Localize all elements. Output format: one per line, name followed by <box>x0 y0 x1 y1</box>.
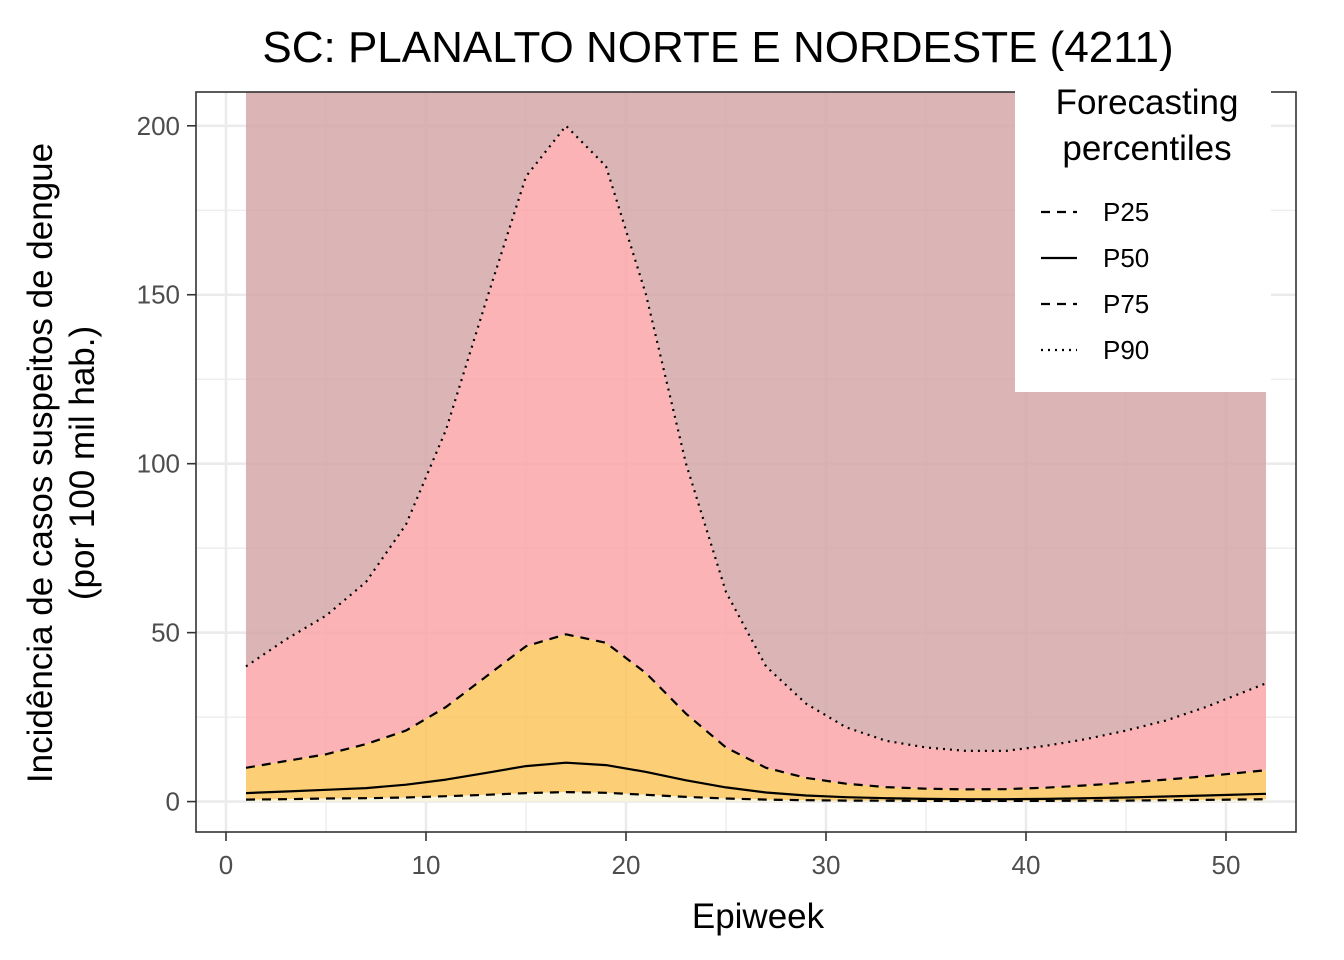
y-tick-label: 50 <box>151 618 180 648</box>
x-axis-title: Epiweek <box>692 897 825 936</box>
band-p25-p50 <box>246 762 1266 801</box>
series-line-p25 <box>245 791 1267 802</box>
x-tick-label: 40 <box>1012 850 1041 880</box>
band-bottom-p25 <box>246 792 1266 802</box>
series-line-p75 <box>245 633 1267 791</box>
y-axis-title: Incidência de casos suspeitos de dengue … <box>21 143 102 783</box>
band-p50-p75 <box>246 634 1266 800</box>
chart-title: SC: PLANALTO NORTE E NORDESTE (4211) <box>262 23 1173 72</box>
legend-title-line1: Forecasting <box>1056 83 1239 122</box>
legend-label-p50: P50 <box>1103 243 1149 273</box>
y-axis-title-line1: Incidência de casos suspeitos de dengue <box>21 143 60 783</box>
legend-label-p25: P25 <box>1103 197 1149 227</box>
bands <box>246 92 1266 802</box>
band-p90-top <box>246 92 1266 751</box>
x-tick-label: 0 <box>219 850 233 880</box>
x-tick-label: 50 <box>1212 850 1241 880</box>
y-tick-label: 100 <box>137 449 180 479</box>
x-tick-label: 10 <box>412 850 441 880</box>
y-tick-label: 0 <box>166 787 180 817</box>
series-line-p50 <box>245 761 1267 801</box>
y-tick-label: 150 <box>137 280 180 310</box>
legend-label-p90: P90 <box>1103 335 1149 365</box>
legend-label-p75: P75 <box>1103 289 1149 319</box>
y-axis-title-line2: (por 100 mil hab.) <box>63 326 102 600</box>
y-tick-label: 200 <box>137 111 180 141</box>
legend: Forecasting percentiles P25 P50 P75 P90 <box>1015 78 1271 392</box>
x-tick-label: 30 <box>812 850 841 880</box>
legend-background <box>1015 78 1271 392</box>
legend-title-line2: percentiles <box>1062 129 1231 168</box>
band-p75-p90 <box>246 125 1266 790</box>
x-tick-label: 20 <box>612 850 641 880</box>
series-line-p90 <box>245 124 1267 752</box>
panel-border <box>195 91 1297 833</box>
